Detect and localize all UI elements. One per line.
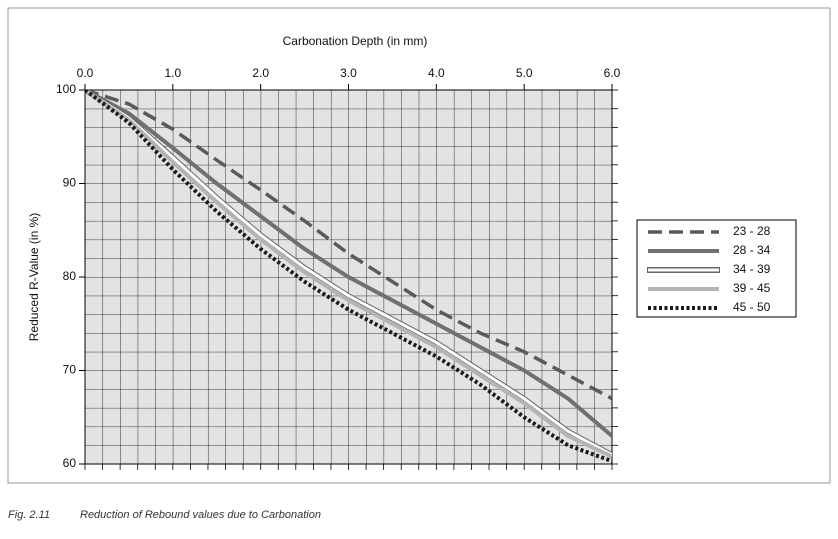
caption: Reduction of Rebound values due to Carbo… — [80, 509, 321, 521]
x-tick-label: 6.0 — [604, 66, 621, 80]
y-tick-label: 100 — [56, 82, 76, 96]
x-tick-label: 4.0 — [428, 66, 445, 80]
y-tick-label: 80 — [63, 269, 77, 283]
figure-number: Fig. 2.11 — [8, 509, 50, 521]
line — [85, 90, 612, 438]
line — [85, 90, 612, 401]
y-tick-label: 90 — [63, 176, 77, 190]
frame — [7, 7, 831, 484]
x-tick-label: 0.0 — [77, 66, 94, 80]
legend-label: 28 - 34 — [733, 243, 771, 257]
line — [85, 90, 612, 456]
chart-title: Carbonation Depth (in mm) — [283, 34, 428, 48]
x-tick-label: 1.0 — [164, 66, 181, 80]
legend-label: 34 - 39 — [733, 262, 771, 276]
line — [85, 90, 612, 464]
y-tick-label: 60 — [63, 456, 77, 470]
y-tick-label: 70 — [63, 363, 77, 377]
x-tick-label: 3.0 — [340, 66, 357, 80]
legend-label: 45 - 50 — [733, 300, 771, 314]
legend-label: 39 - 45 — [733, 281, 771, 295]
line — [85, 90, 612, 459]
legend-label: 23 - 28 — [733, 224, 771, 238]
y-axis-label: Reduced R-Value (in %) — [27, 213, 41, 342]
x-tick-label: 5.0 — [516, 66, 533, 80]
x-tick-label: 2.0 — [252, 66, 269, 80]
plot-border — [84, 89, 613, 465]
